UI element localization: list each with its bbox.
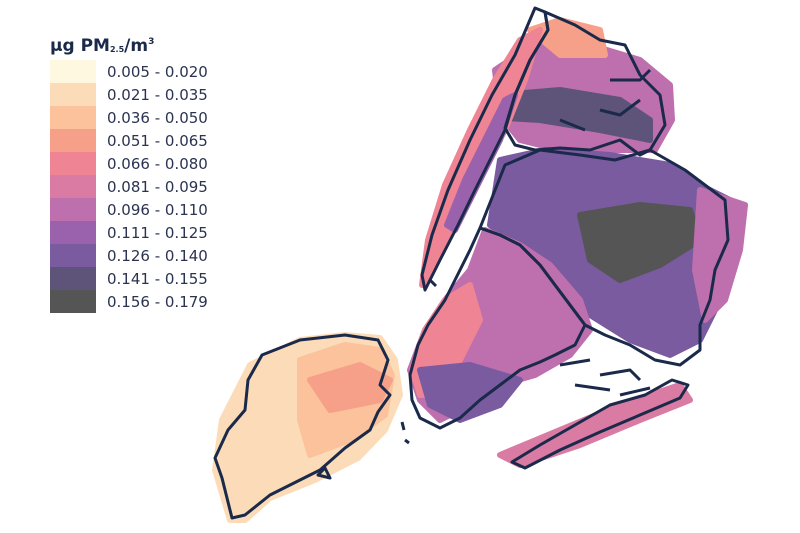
legend-label: 0.081 - 0.095 xyxy=(107,177,208,196)
jamaica-bay-marshes xyxy=(559,358,651,397)
rockaway-boundary xyxy=(510,378,690,470)
legend-item: 0.156 - 0.179 xyxy=(50,290,240,313)
legend-label: 0.111 - 0.125 xyxy=(107,223,208,242)
legend-item: 0.021 - 0.035 xyxy=(50,83,240,106)
legend-title-unit: µg PM xyxy=(50,36,110,56)
legend-label: 0.005 - 0.020 xyxy=(107,62,208,81)
legend-swatch xyxy=(50,152,96,175)
legend-label: 0.021 - 0.035 xyxy=(107,85,208,104)
legend-label: 0.141 - 0.155 xyxy=(107,269,208,288)
bronx-boundary xyxy=(503,10,667,157)
staten-island-boundary xyxy=(213,333,392,520)
legend-label: 0.126 - 0.140 xyxy=(107,246,208,265)
legend-title-subscript: 2.5 xyxy=(109,45,125,54)
legend-title: µg PM2.5/m3 xyxy=(50,32,240,60)
bronx-fill-hot xyxy=(497,87,653,143)
legend-label: 0.066 - 0.080 xyxy=(107,154,208,173)
brooklyn-fill-south xyxy=(417,362,523,423)
legend-label: 0.051 - 0.065 xyxy=(107,131,208,150)
bronx-inlets xyxy=(559,68,652,132)
legend-swatch xyxy=(50,290,96,313)
legend-swatch xyxy=(50,267,96,290)
legend-swatch xyxy=(50,106,96,129)
legend-swatch xyxy=(50,221,96,244)
legend-swatch xyxy=(50,175,96,198)
legend-item: 0.096 - 0.110 xyxy=(50,198,240,221)
legend-item: 0.111 - 0.125 xyxy=(50,221,240,244)
si-islet xyxy=(316,466,332,480)
legend-item: 0.081 - 0.095 xyxy=(50,175,240,198)
legend-item: 0.005 - 0.020 xyxy=(50,60,240,83)
legend-label: 0.096 - 0.110 xyxy=(107,200,208,219)
legend-item: 0.141 - 0.155 xyxy=(50,267,240,290)
legend-swatch xyxy=(50,60,96,83)
legend-item: 0.051 - 0.065 xyxy=(50,129,240,152)
river-islands xyxy=(400,278,438,445)
legend-title-superscript: 3 xyxy=(148,37,155,47)
map-legend: µg PM2.5/m3 0.005 - 0.020 0.021 - 0.035 … xyxy=(50,32,240,313)
legend-title-per: /m xyxy=(124,36,149,56)
legend-item: 0.066 - 0.080 xyxy=(50,152,240,175)
legend-label: 0.036 - 0.050 xyxy=(107,108,208,127)
legend-swatch xyxy=(50,198,96,221)
queens-fill-hot xyxy=(577,202,703,283)
concentration-grid xyxy=(212,17,748,523)
legend-item: 0.126 - 0.140 xyxy=(50,244,240,267)
legend-swatch xyxy=(50,83,96,106)
borough-boundaries xyxy=(213,6,730,520)
brooklyn-boundary xyxy=(408,226,587,430)
legend-label: 0.156 - 0.179 xyxy=(107,292,208,311)
legend-item: 0.036 - 0.050 xyxy=(50,106,240,129)
legend-swatch xyxy=(50,244,96,267)
legend-rows: 0.005 - 0.020 0.021 - 0.035 0.036 - 0.05… xyxy=(50,60,240,313)
legend-swatch xyxy=(50,129,96,152)
